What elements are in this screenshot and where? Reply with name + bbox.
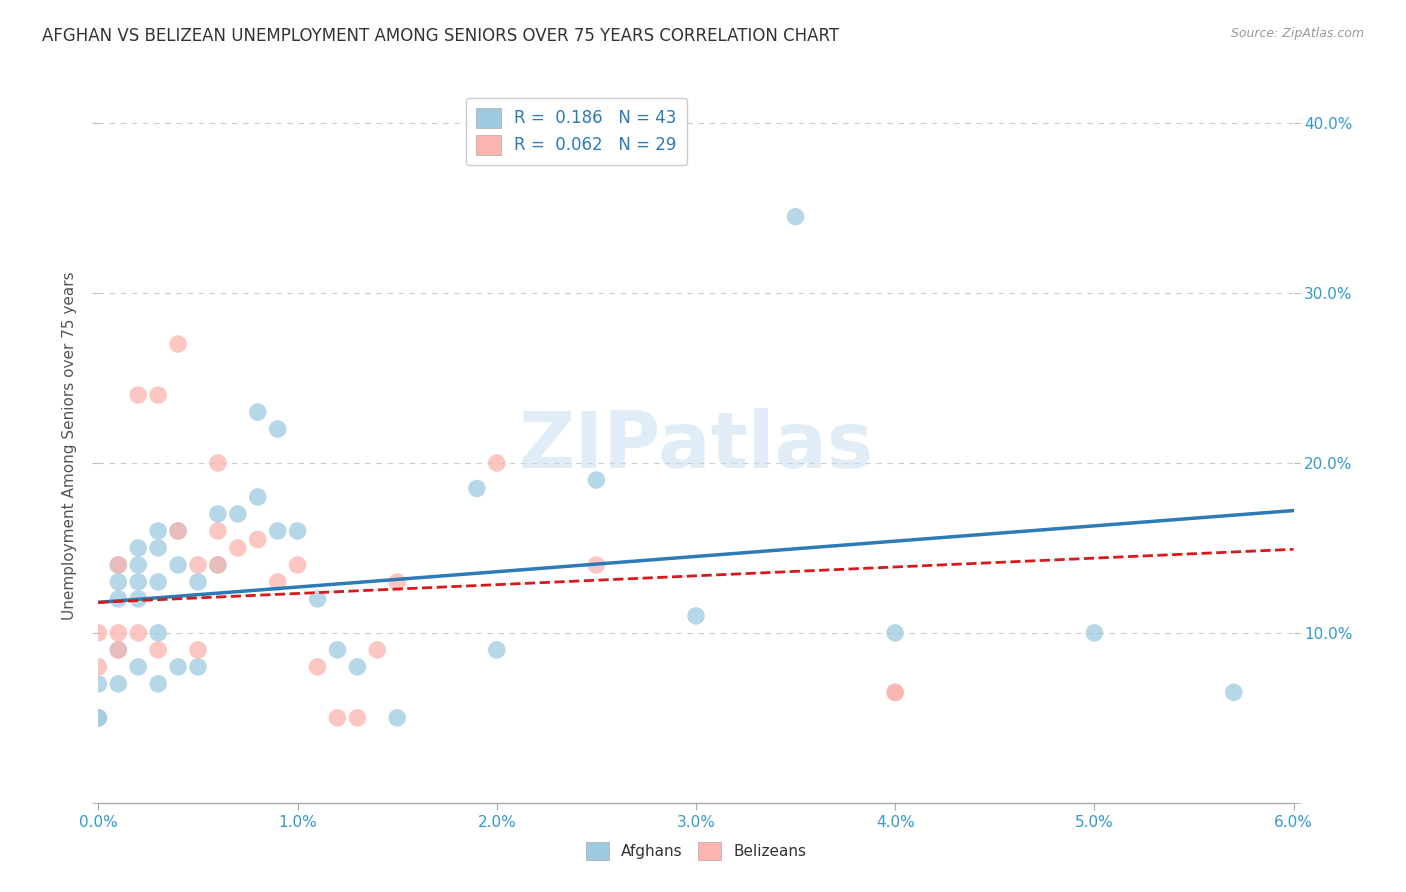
Point xyxy=(167,558,190,572)
Point xyxy=(87,711,110,725)
Point xyxy=(127,591,149,606)
Point xyxy=(87,677,110,691)
Point xyxy=(226,541,249,555)
Point xyxy=(246,490,269,504)
Point xyxy=(187,643,209,657)
Point xyxy=(107,574,129,589)
Point xyxy=(107,558,129,572)
Point xyxy=(148,541,170,555)
Point xyxy=(785,210,807,224)
Text: Source: ZipAtlas.com: Source: ZipAtlas.com xyxy=(1230,27,1364,40)
Point xyxy=(685,608,707,623)
Point xyxy=(127,626,149,640)
Point xyxy=(287,524,309,538)
Point xyxy=(884,626,907,640)
Point xyxy=(127,660,149,674)
Point xyxy=(207,524,229,538)
Y-axis label: Unemployment Among Seniors over 75 years: Unemployment Among Seniors over 75 years xyxy=(62,272,77,620)
Point xyxy=(485,456,508,470)
Text: AFGHAN VS BELIZEAN UNEMPLOYMENT AMONG SENIORS OVER 75 YEARS CORRELATION CHART: AFGHAN VS BELIZEAN UNEMPLOYMENT AMONG SE… xyxy=(42,27,839,45)
Point xyxy=(187,574,209,589)
Point xyxy=(226,507,249,521)
Point xyxy=(127,574,149,589)
Point xyxy=(326,643,349,657)
Point xyxy=(267,524,290,538)
Point xyxy=(884,685,907,699)
Point xyxy=(148,388,170,402)
Point xyxy=(385,574,409,589)
Point xyxy=(246,405,269,419)
Point xyxy=(287,558,309,572)
Point xyxy=(585,558,607,572)
Point xyxy=(1083,626,1105,640)
Point xyxy=(167,660,190,674)
Point xyxy=(187,660,209,674)
Point xyxy=(148,524,170,538)
Point xyxy=(307,591,329,606)
Point xyxy=(148,677,170,691)
Point xyxy=(127,558,149,572)
Point xyxy=(465,482,488,496)
Point xyxy=(127,388,149,402)
Point xyxy=(167,337,190,351)
Point xyxy=(366,643,388,657)
Point xyxy=(485,643,508,657)
Point xyxy=(207,507,229,521)
Point xyxy=(346,660,368,674)
Point xyxy=(884,685,907,699)
Point xyxy=(267,574,290,589)
Point xyxy=(585,473,607,487)
Point xyxy=(107,677,129,691)
Point xyxy=(87,660,110,674)
Point xyxy=(1223,685,1246,699)
Point xyxy=(87,626,110,640)
Point xyxy=(167,524,190,538)
Point xyxy=(346,711,368,725)
Point xyxy=(207,558,229,572)
Point xyxy=(107,643,129,657)
Point xyxy=(127,541,149,555)
Point xyxy=(148,574,170,589)
Text: ZIPatlas: ZIPatlas xyxy=(519,408,873,484)
Point xyxy=(148,643,170,657)
Point xyxy=(87,711,110,725)
Point xyxy=(167,524,190,538)
Point xyxy=(385,711,409,725)
Point xyxy=(207,558,229,572)
Point xyxy=(107,643,129,657)
Point xyxy=(187,558,209,572)
Point xyxy=(246,533,269,547)
Point xyxy=(207,456,229,470)
Point xyxy=(267,422,290,436)
Point xyxy=(148,626,170,640)
Point xyxy=(307,660,329,674)
Legend: Afghans, Belizeans: Afghans, Belizeans xyxy=(579,836,813,866)
Point xyxy=(326,711,349,725)
Point xyxy=(107,591,129,606)
Point xyxy=(107,558,129,572)
Point xyxy=(107,626,129,640)
